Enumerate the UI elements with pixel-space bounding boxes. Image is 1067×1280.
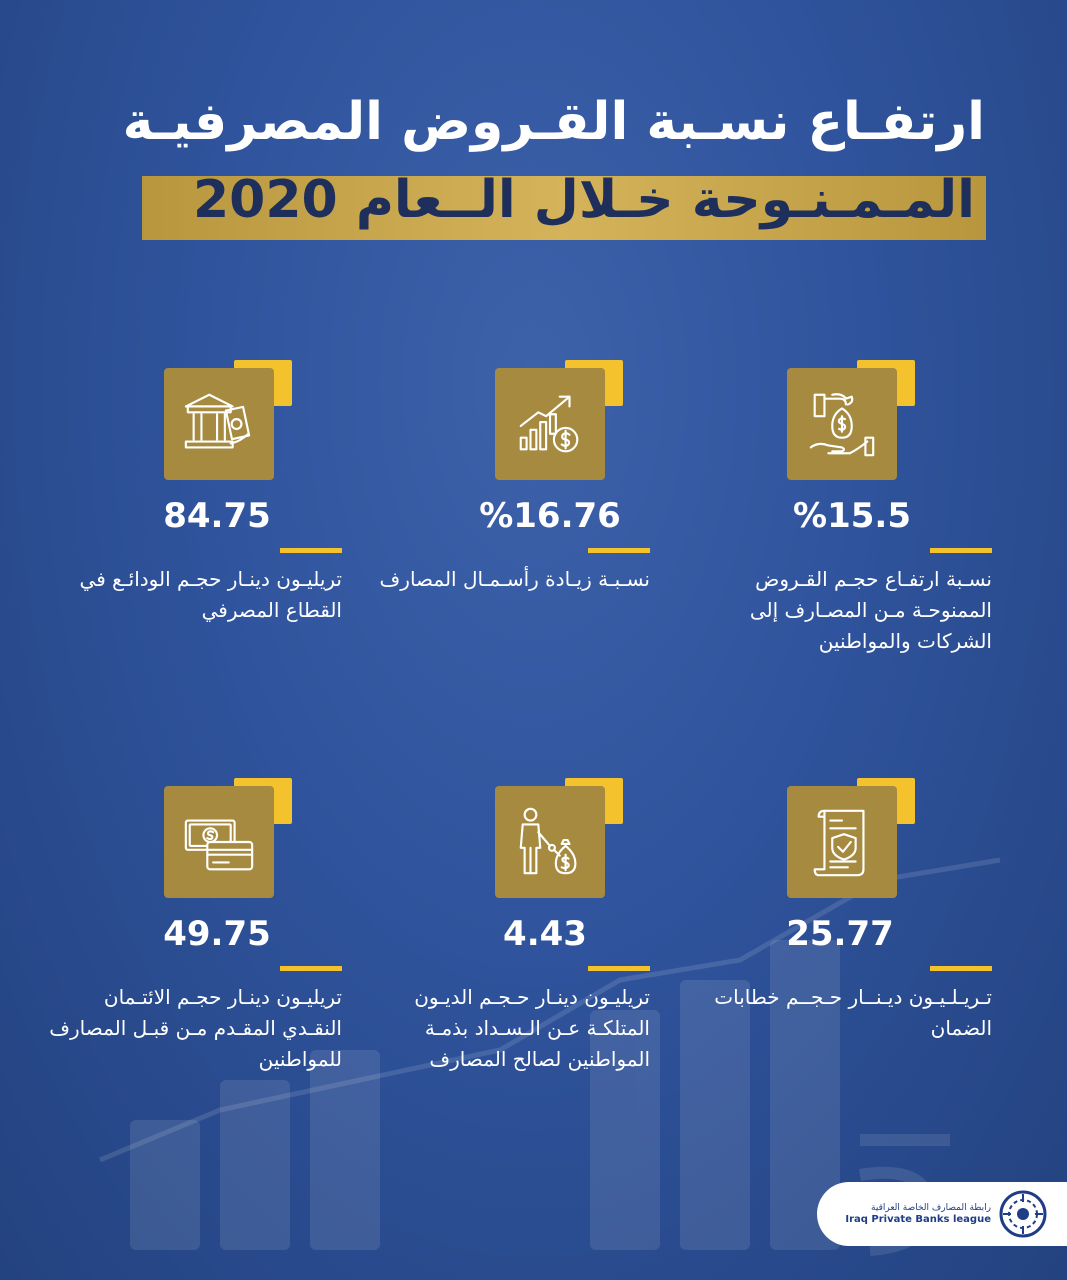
- icon-container: [495, 360, 623, 488]
- stat-description: نسـبة ارتفـاع حجـم القـروض الممنوحـة مـن…: [749, 567, 992, 653]
- stat-description: تريليـون دينـار حجـم الائتـمان النقـدي ا…: [49, 985, 342, 1071]
- stat-card-guarantee-letters: 25.77 تـريـلـيـون ديـنــار حـجــم خطابات…: [662, 778, 992, 1116]
- stat-card-defaulted-debts: 4.43 تريليـون دينـار حـجـم الديـون المتل…: [320, 778, 650, 1116]
- stat-value: 25.77: [786, 914, 894, 954]
- cash-card-icon: [184, 819, 254, 871]
- gold-underline: [930, 966, 992, 971]
- stat-card-cash-credit: 49.75 تريليـون دينـار حجـم الائتـمان الن…: [12, 778, 342, 1116]
- gold-underline: [280, 966, 342, 971]
- icon-container: [787, 778, 915, 906]
- logo-english-name: Iraq Private Banks league: [845, 1214, 991, 1225]
- growth-chart-dollar-icon: [519, 395, 579, 453]
- stat-value: 84.75: [163, 496, 271, 536]
- title-line-1: ارتفـاع نسـبة القـروض المصرفيـة: [122, 92, 985, 152]
- gold-underline: [588, 966, 650, 971]
- stat-card-capital-increase: %16.76 نسـبـة زيـادة رأسـمـال المصارف: [320, 360, 650, 698]
- gold-underline: [280, 548, 342, 553]
- stat-description: تريليـون دينـار حـجـم الديـون المتلكـة ع…: [414, 985, 650, 1071]
- money-bag-hand-icon: [809, 393, 875, 457]
- stat-card-deposits: 84.75 تريليـون دينـار حجـم الودائـع في ا…: [12, 360, 342, 698]
- guarantee-document-icon: [813, 809, 865, 877]
- icon-container: [787, 360, 915, 488]
- stat-description: نسـبـة زيـادة رأسـمـال المصارف: [379, 567, 650, 591]
- title-line-2: المـمـنـوحة خـلال الــعام 2020: [192, 170, 975, 230]
- icon-container: [164, 360, 292, 488]
- title-band: [142, 176, 986, 240]
- stat-value: %15.5: [793, 496, 911, 536]
- stat-description: تريليـون دينـار حجـم الودائـع في القطاع …: [79, 567, 342, 622]
- stat-value: %16.76: [479, 496, 621, 536]
- logo-text: رابطة المصارف الخاصة العراقية Iraq Priva…: [845, 1202, 991, 1226]
- stat-card-loans-increase: %15.5 نسـبة ارتفـاع حجـم القـروض الممنوح…: [662, 360, 992, 698]
- stat-description: تـريـلـيـون ديـنــار حـجــم خطابات الضما…: [714, 985, 992, 1040]
- person-debt-icon: [519, 807, 577, 875]
- icon-container: [164, 778, 292, 906]
- logo-bar: رابطة المصارف الخاصة العراقية Iraq Priva…: [817, 1182, 1067, 1246]
- stat-value: 49.75: [163, 914, 271, 954]
- icon-container: [495, 778, 623, 906]
- logo-arabic-name: رابطة المصارف الخاصة العراقية: [871, 1203, 991, 1213]
- gold-underline: [588, 548, 650, 553]
- gold-underline: [930, 548, 992, 553]
- logo-emblem-icon: [999, 1190, 1047, 1238]
- bank-deposit-icon: [184, 393, 251, 449]
- stat-value: 4.43: [503, 914, 587, 954]
